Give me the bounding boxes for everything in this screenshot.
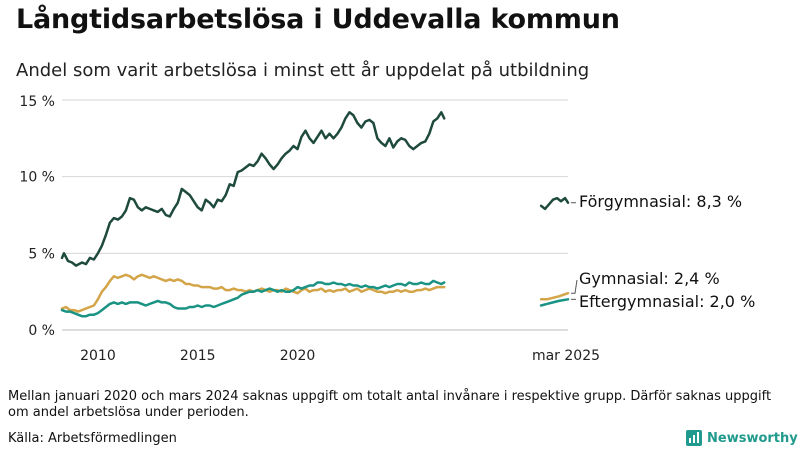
y-tick-label: 10 % — [19, 170, 55, 186]
x-tick-label: 2010 — [80, 348, 116, 364]
series-line-recent — [539, 298, 570, 307]
series-line-history — [60, 279, 446, 318]
series-end-label: Gymnasial: 2,4 % — [579, 269, 720, 288]
y-tick-label: 5 % — [28, 246, 55, 262]
y-tick-label: 0 % — [28, 323, 55, 339]
source-note: Källa: Arbetsförmedlingen — [8, 431, 177, 446]
series-line-history — [60, 273, 446, 313]
series-line-recent — [539, 196, 570, 211]
series-line-history — [60, 111, 446, 267]
series-eftergymnasial — [60, 279, 570, 318]
x-tick-label-latest: mar 2025 — [532, 348, 600, 364]
brand-logo: Newsworthy — [686, 430, 798, 446]
chart-title: Långtidsarbetslösa i Uddevalla kommun — [16, 4, 620, 35]
series-line-recent — [539, 291, 570, 301]
leader-line — [571, 279, 578, 294]
series-gymnasial — [60, 273, 570, 313]
series-end-label: Förgymnasial: 8,3 % — [579, 192, 742, 211]
footnote: Mellan januari 2020 och mars 2024 saknas… — [8, 389, 772, 420]
series-end-label: Eftergymnasial: 2,0 % — [579, 292, 755, 311]
series-förgymnasial — [60, 111, 570, 267]
y-tick-label: 15 % — [19, 94, 55, 110]
newsworthy-logo-icon — [686, 430, 702, 446]
line-chart: 0 % 5 % 10 % 15 % 2010 2015 2020 mar 2025 Förgym… — [19, 94, 755, 364]
chart-subtitle: Andel som varit arbetslösa i minst ett å… — [16, 60, 590, 81]
x-tick-label: 2020 — [280, 348, 316, 364]
x-tick-label: 2015 — [180, 348, 216, 364]
brand-name: Newsworthy — [707, 430, 798, 446]
